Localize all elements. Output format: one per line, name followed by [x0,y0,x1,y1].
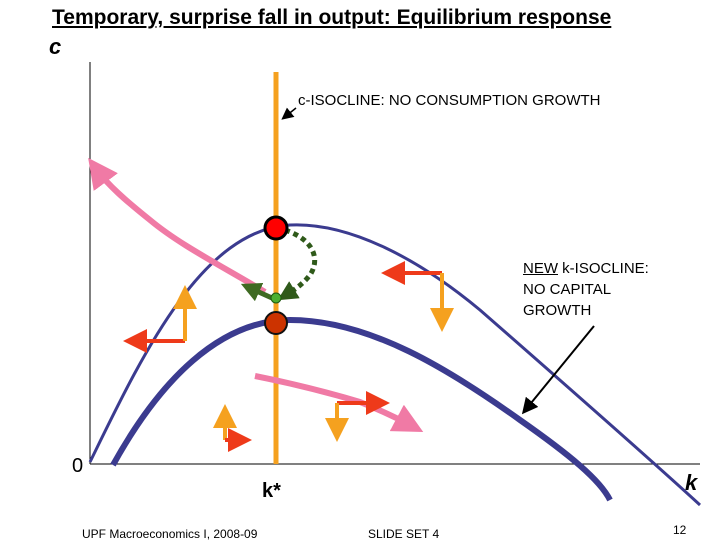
saddle-path-lower [254,373,424,433]
y-axis-label: c [49,34,62,59]
new-k-isocline-label: NEW k-ISOCLINE: NO CAPITAL GROWTH [523,258,693,321]
c-isocline-pointer [281,107,297,120]
footer-slide-set: SLIDE SET 4 [368,527,440,541]
transition-arrow [240,283,274,302]
dotted-jump-path [277,227,318,301]
footer-page-number: 12 [673,523,687,537]
k-isocline-pointer [521,325,595,415]
new-k-isocline-line3: GROWTH [523,302,592,319]
k-star-label: k* [262,480,281,502]
lower-k-isocline-curve [110,316,613,502]
new-k-isocline-prefix: NEW [523,260,558,277]
new-k-isocline-curve [88,223,702,507]
new-k-isocline-line1: k-ISOCLINE: [558,260,649,277]
origin-label: 0 [72,455,84,477]
old-steady-state-marker [263,215,289,241]
c-isocline-label: c-ISOCLINE: NO CONSUMPTION GROWTH [298,92,601,109]
saddle-path-upper [88,157,267,295]
jump-point-marker [270,292,282,304]
x-axis-label: k [685,470,698,495]
slide-title: Temporary, surprise fall in output: Equi… [52,6,612,29]
footer-course: UPF Macroeconomics I, 2008-09 [82,527,258,541]
new-k-isocline-line2: NO CAPITAL [523,281,612,298]
new-steady-state-marker [264,311,288,335]
